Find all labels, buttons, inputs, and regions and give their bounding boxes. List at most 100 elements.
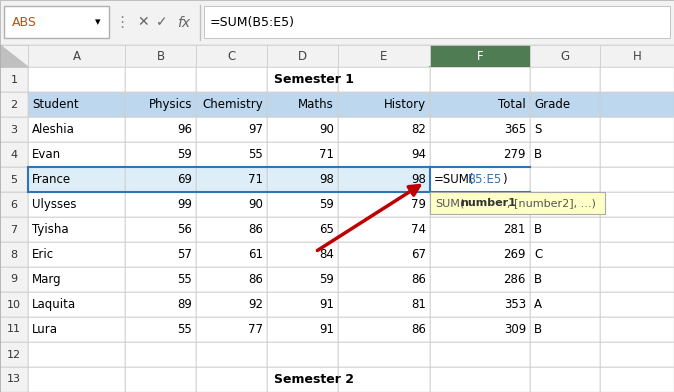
Text: 10: 10 xyxy=(7,299,21,310)
Bar xyxy=(600,242,674,267)
Text: A: A xyxy=(73,49,80,62)
Bar xyxy=(125,192,196,217)
Text: B: B xyxy=(156,49,164,62)
Bar xyxy=(125,342,196,367)
Text: Semester 2: Semester 2 xyxy=(274,373,354,386)
Text: B: B xyxy=(534,323,542,336)
Text: 309: 309 xyxy=(503,323,526,336)
Bar xyxy=(600,292,674,317)
Bar xyxy=(125,167,196,192)
Bar xyxy=(28,142,125,167)
Bar xyxy=(338,67,430,92)
Bar xyxy=(530,192,600,217)
Bar xyxy=(600,142,674,167)
Bar xyxy=(338,117,430,142)
Bar xyxy=(430,67,530,92)
Bar xyxy=(125,367,196,392)
Text: 71: 71 xyxy=(319,148,334,161)
Bar xyxy=(338,292,430,317)
Bar xyxy=(125,142,196,167)
Bar xyxy=(28,242,125,267)
Text: ✕: ✕ xyxy=(137,16,149,29)
Bar xyxy=(196,367,267,392)
Text: 279: 279 xyxy=(503,148,526,161)
Bar xyxy=(267,267,338,292)
Bar xyxy=(267,67,338,92)
Text: 6: 6 xyxy=(11,200,18,209)
Text: 90: 90 xyxy=(248,198,263,211)
Text: 99: 99 xyxy=(177,198,192,211)
Text: 61: 61 xyxy=(248,248,263,261)
Text: 59: 59 xyxy=(177,148,192,161)
Bar xyxy=(28,342,125,367)
Text: 86: 86 xyxy=(411,273,426,286)
Text: Ulysses: Ulysses xyxy=(32,198,77,211)
Bar xyxy=(196,67,267,92)
Text: ): ) xyxy=(502,173,507,186)
Bar xyxy=(600,317,674,342)
Bar xyxy=(196,217,267,242)
Text: , [number2], ...): , [number2], ...) xyxy=(507,198,596,208)
Text: Marg: Marg xyxy=(32,273,61,286)
Bar xyxy=(530,242,600,267)
Bar xyxy=(338,45,430,67)
Bar xyxy=(28,267,125,292)
Bar xyxy=(430,45,530,67)
Text: Total: Total xyxy=(498,98,526,111)
Bar xyxy=(267,342,338,367)
Bar xyxy=(196,342,267,367)
Text: 98: 98 xyxy=(319,173,334,186)
Bar xyxy=(600,192,674,217)
Bar xyxy=(338,217,430,242)
Bar xyxy=(0,142,28,167)
Bar xyxy=(196,267,267,292)
Bar xyxy=(430,342,530,367)
Bar xyxy=(600,217,674,242)
Bar xyxy=(0,117,28,142)
Text: 4: 4 xyxy=(10,149,18,160)
Text: =SUM(: =SUM( xyxy=(434,173,474,186)
Text: ▾: ▾ xyxy=(95,17,101,27)
Bar xyxy=(600,45,674,67)
Bar xyxy=(267,142,338,167)
Bar xyxy=(196,292,267,317)
Bar xyxy=(196,192,267,217)
Text: 12: 12 xyxy=(7,350,21,359)
Bar xyxy=(338,367,430,392)
Bar xyxy=(267,92,338,117)
Bar xyxy=(0,242,28,267)
Bar xyxy=(0,342,28,367)
Text: 89: 89 xyxy=(177,298,192,311)
Bar xyxy=(430,167,530,192)
Polygon shape xyxy=(0,45,28,67)
Bar xyxy=(28,117,125,142)
Text: 82: 82 xyxy=(411,123,426,136)
Bar xyxy=(28,45,125,67)
Text: A: A xyxy=(534,298,542,311)
Bar xyxy=(600,342,674,367)
Text: ⋮: ⋮ xyxy=(115,15,129,30)
Bar xyxy=(0,217,28,242)
Bar xyxy=(530,267,600,292)
Text: SUM(: SUM( xyxy=(435,198,464,208)
Text: 286: 286 xyxy=(503,273,526,286)
Bar xyxy=(267,242,338,267)
Text: Lura: Lura xyxy=(32,323,58,336)
Text: 90: 90 xyxy=(319,123,334,136)
Bar xyxy=(338,92,430,117)
Text: 65: 65 xyxy=(319,223,334,236)
Text: Tyisha: Tyisha xyxy=(32,223,69,236)
Text: 92: 92 xyxy=(248,298,263,311)
Bar xyxy=(430,367,530,392)
Text: History: History xyxy=(384,98,426,111)
Bar xyxy=(430,267,530,292)
Bar xyxy=(530,142,600,167)
Bar xyxy=(125,217,196,242)
Bar xyxy=(430,242,530,267)
Text: 281: 281 xyxy=(503,223,526,236)
Text: 59: 59 xyxy=(319,273,334,286)
Bar xyxy=(267,167,338,192)
Text: 96: 96 xyxy=(177,123,192,136)
Bar xyxy=(0,0,674,45)
Bar xyxy=(0,92,28,117)
